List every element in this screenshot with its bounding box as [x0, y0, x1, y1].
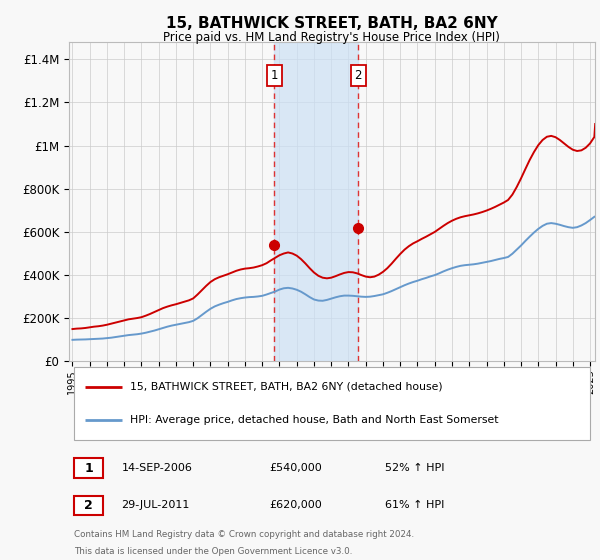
Text: Price paid vs. HM Land Registry's House Price Index (HPI): Price paid vs. HM Land Registry's House …	[163, 31, 500, 44]
Text: 2: 2	[355, 69, 362, 82]
Text: HPI: Average price, detached house, Bath and North East Somerset: HPI: Average price, detached house, Bath…	[130, 415, 498, 425]
Text: 52% ↑ HPI: 52% ↑ HPI	[385, 463, 444, 473]
Text: 15, BATHWICK STREET, BATH, BA2 6NY: 15, BATHWICK STREET, BATH, BA2 6NY	[166, 16, 497, 31]
Text: 15, BATHWICK STREET, BATH, BA2 6NY (detached house): 15, BATHWICK STREET, BATH, BA2 6NY (deta…	[130, 382, 442, 392]
Text: 2: 2	[85, 499, 93, 512]
FancyBboxPatch shape	[74, 496, 103, 515]
Text: £620,000: £620,000	[269, 500, 322, 510]
Text: £540,000: £540,000	[269, 463, 322, 473]
Text: 61% ↑ HPI: 61% ↑ HPI	[385, 500, 444, 510]
Text: 29-JUL-2011: 29-JUL-2011	[122, 500, 190, 510]
Text: Contains HM Land Registry data © Crown copyright and database right 2024.: Contains HM Land Registry data © Crown c…	[74, 530, 415, 539]
Text: 1: 1	[271, 69, 278, 82]
Text: 1: 1	[85, 461, 93, 475]
Text: This data is licensed under the Open Government Licence v3.0.: This data is licensed under the Open Gov…	[74, 548, 353, 557]
Bar	[274, 42, 358, 361]
FancyBboxPatch shape	[74, 367, 590, 440]
FancyBboxPatch shape	[74, 458, 103, 478]
Text: 14-SEP-2006: 14-SEP-2006	[122, 463, 193, 473]
